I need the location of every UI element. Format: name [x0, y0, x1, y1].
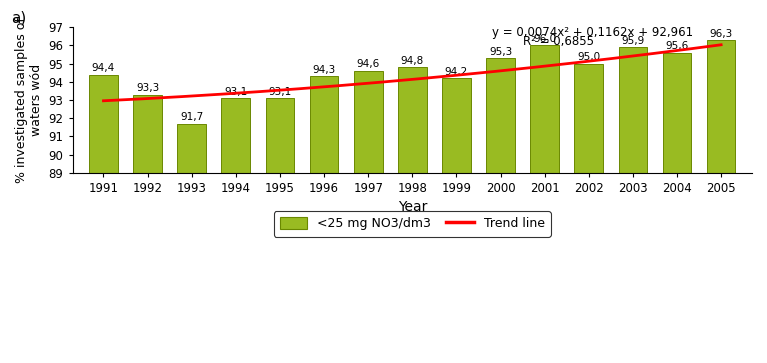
- Bar: [618, 47, 647, 173]
- Bar: [398, 67, 426, 173]
- Bar: [133, 95, 162, 173]
- Bar: [265, 98, 295, 173]
- Y-axis label: % investigated samples of
waters wód: % investigated samples of waters wód: [15, 17, 43, 183]
- Text: R² = 0,6855: R² = 0,6855: [522, 34, 594, 48]
- Bar: [89, 74, 118, 173]
- Bar: [663, 53, 691, 173]
- Text: 96,3: 96,3: [709, 29, 732, 38]
- Bar: [310, 77, 338, 173]
- Text: 94,3: 94,3: [312, 65, 336, 75]
- Text: 94,4: 94,4: [92, 63, 115, 73]
- Bar: [354, 71, 383, 173]
- Text: 95,0: 95,0: [578, 52, 601, 62]
- Bar: [486, 58, 515, 173]
- Text: 94,2: 94,2: [445, 67, 468, 77]
- Text: 95,3: 95,3: [489, 47, 512, 57]
- Text: y = 0,0074x² + 0,1162x + 92,961: y = 0,0074x² + 0,1162x + 92,961: [492, 26, 693, 39]
- Legend: <25 mg NO3/dm3, Trend line: <25 mg NO3/dm3, Trend line: [274, 211, 551, 237]
- Bar: [177, 124, 206, 173]
- Text: 91,7: 91,7: [180, 112, 203, 122]
- Text: 93,1: 93,1: [224, 87, 248, 97]
- Text: 96,0: 96,0: [533, 34, 556, 44]
- Text: 93,3: 93,3: [136, 83, 160, 93]
- Bar: [442, 78, 471, 173]
- Text: 94,8: 94,8: [400, 56, 424, 66]
- Text: 94,6: 94,6: [357, 60, 380, 69]
- Bar: [574, 64, 603, 173]
- Text: 95,9: 95,9: [621, 36, 644, 46]
- Bar: [222, 98, 250, 173]
- Bar: [706, 40, 736, 173]
- Bar: [530, 45, 559, 173]
- Text: 93,1: 93,1: [268, 87, 291, 97]
- Text: 95,6: 95,6: [666, 41, 689, 51]
- Text: a): a): [12, 11, 27, 26]
- X-axis label: Year: Year: [397, 200, 427, 215]
